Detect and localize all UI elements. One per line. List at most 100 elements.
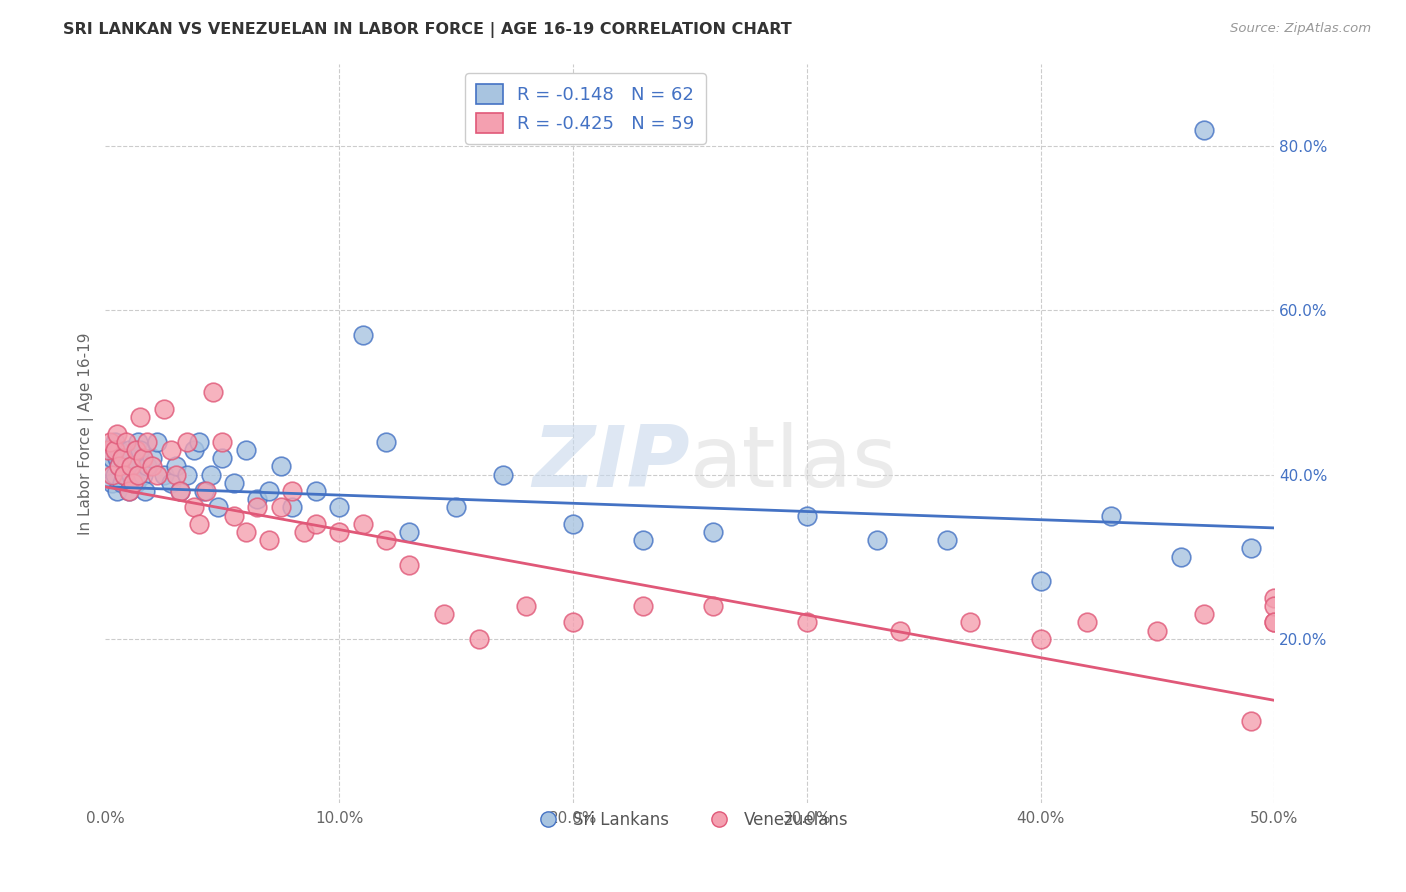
Point [129,410,152,425]
Point [194,483,217,498]
Point [105,483,128,498]
Point [176,434,198,449]
Point [433,607,456,621]
Point [122,459,145,474]
Point [141,451,163,466]
Text: SRI LANKAN VS VENEZUELAN IN LABOR FORCE | AGE 16-19 CORRELATION CHART: SRI LANKAN VS VENEZUELAN IN LABOR FORCE … [63,22,792,38]
Point [1146,624,1168,638]
Point [118,483,141,498]
Point [104,442,127,457]
Point [1099,508,1122,523]
Point [1263,591,1285,605]
Point [222,508,245,523]
Point [127,434,149,449]
Point [183,442,205,457]
Point [305,483,328,498]
Point [127,467,149,482]
Point [281,500,304,515]
Point [398,558,420,572]
Point [222,475,245,490]
Point [211,451,233,466]
Point [246,500,269,515]
Point [105,426,128,441]
Point [132,451,155,466]
Point [101,475,124,490]
Point [146,467,169,482]
Legend: Sri Lankans, Venezuelans: Sri Lankans, Venezuelans [524,804,855,835]
Point [257,533,280,548]
Point [305,516,328,531]
Point [1240,714,1263,728]
Point [796,508,818,523]
Point [101,451,124,466]
Point [1263,615,1285,630]
Point [132,467,155,482]
Point [235,442,257,457]
Point [97,442,120,457]
Point [562,615,585,630]
Point [112,467,135,482]
Y-axis label: In Labor Force | Age 16-19: In Labor Force | Age 16-19 [79,332,94,535]
Point [270,459,292,474]
Point [97,459,120,474]
Point [125,442,148,457]
Point [468,632,491,646]
Point [136,459,159,474]
Point [515,599,537,613]
Point [374,533,396,548]
Point [352,516,374,531]
Point [187,434,209,449]
Point [193,483,215,498]
Point [125,475,148,490]
Point [1029,574,1052,589]
Point [889,624,911,638]
Text: ZIP: ZIP [533,422,690,505]
Point [200,467,222,482]
Point [292,524,315,539]
Point [160,475,183,490]
Point [115,459,138,474]
Point [169,483,191,498]
Point [129,442,152,457]
Point [328,524,350,539]
Point [153,401,176,416]
Point [120,459,142,474]
Point [796,615,818,630]
Point [108,459,131,474]
Point [959,615,981,630]
Point [1170,549,1192,564]
Point [98,442,121,457]
Point [1029,632,1052,646]
Point [1263,615,1285,630]
Point [146,434,169,449]
Point [165,459,187,474]
Point [169,483,191,498]
Text: atlas: atlas [690,422,898,505]
Point [374,434,396,449]
Point [112,467,135,482]
Point [101,467,124,482]
Point [631,599,654,613]
Point [153,467,176,482]
Point [211,434,233,449]
Point [122,475,145,490]
Point [111,451,134,466]
Point [183,500,205,515]
Point [702,524,724,539]
Point [134,483,156,498]
Point [111,451,134,466]
Point [108,442,131,457]
Point [1192,607,1215,621]
Point [120,451,142,466]
Point [235,524,257,539]
Point [111,475,134,490]
Point [702,599,724,613]
Point [444,500,467,515]
Point [246,492,269,507]
Point [1076,615,1098,630]
Point [136,434,159,449]
Point [115,434,138,449]
Point [104,434,127,449]
Point [1192,122,1215,136]
Point [207,500,229,515]
